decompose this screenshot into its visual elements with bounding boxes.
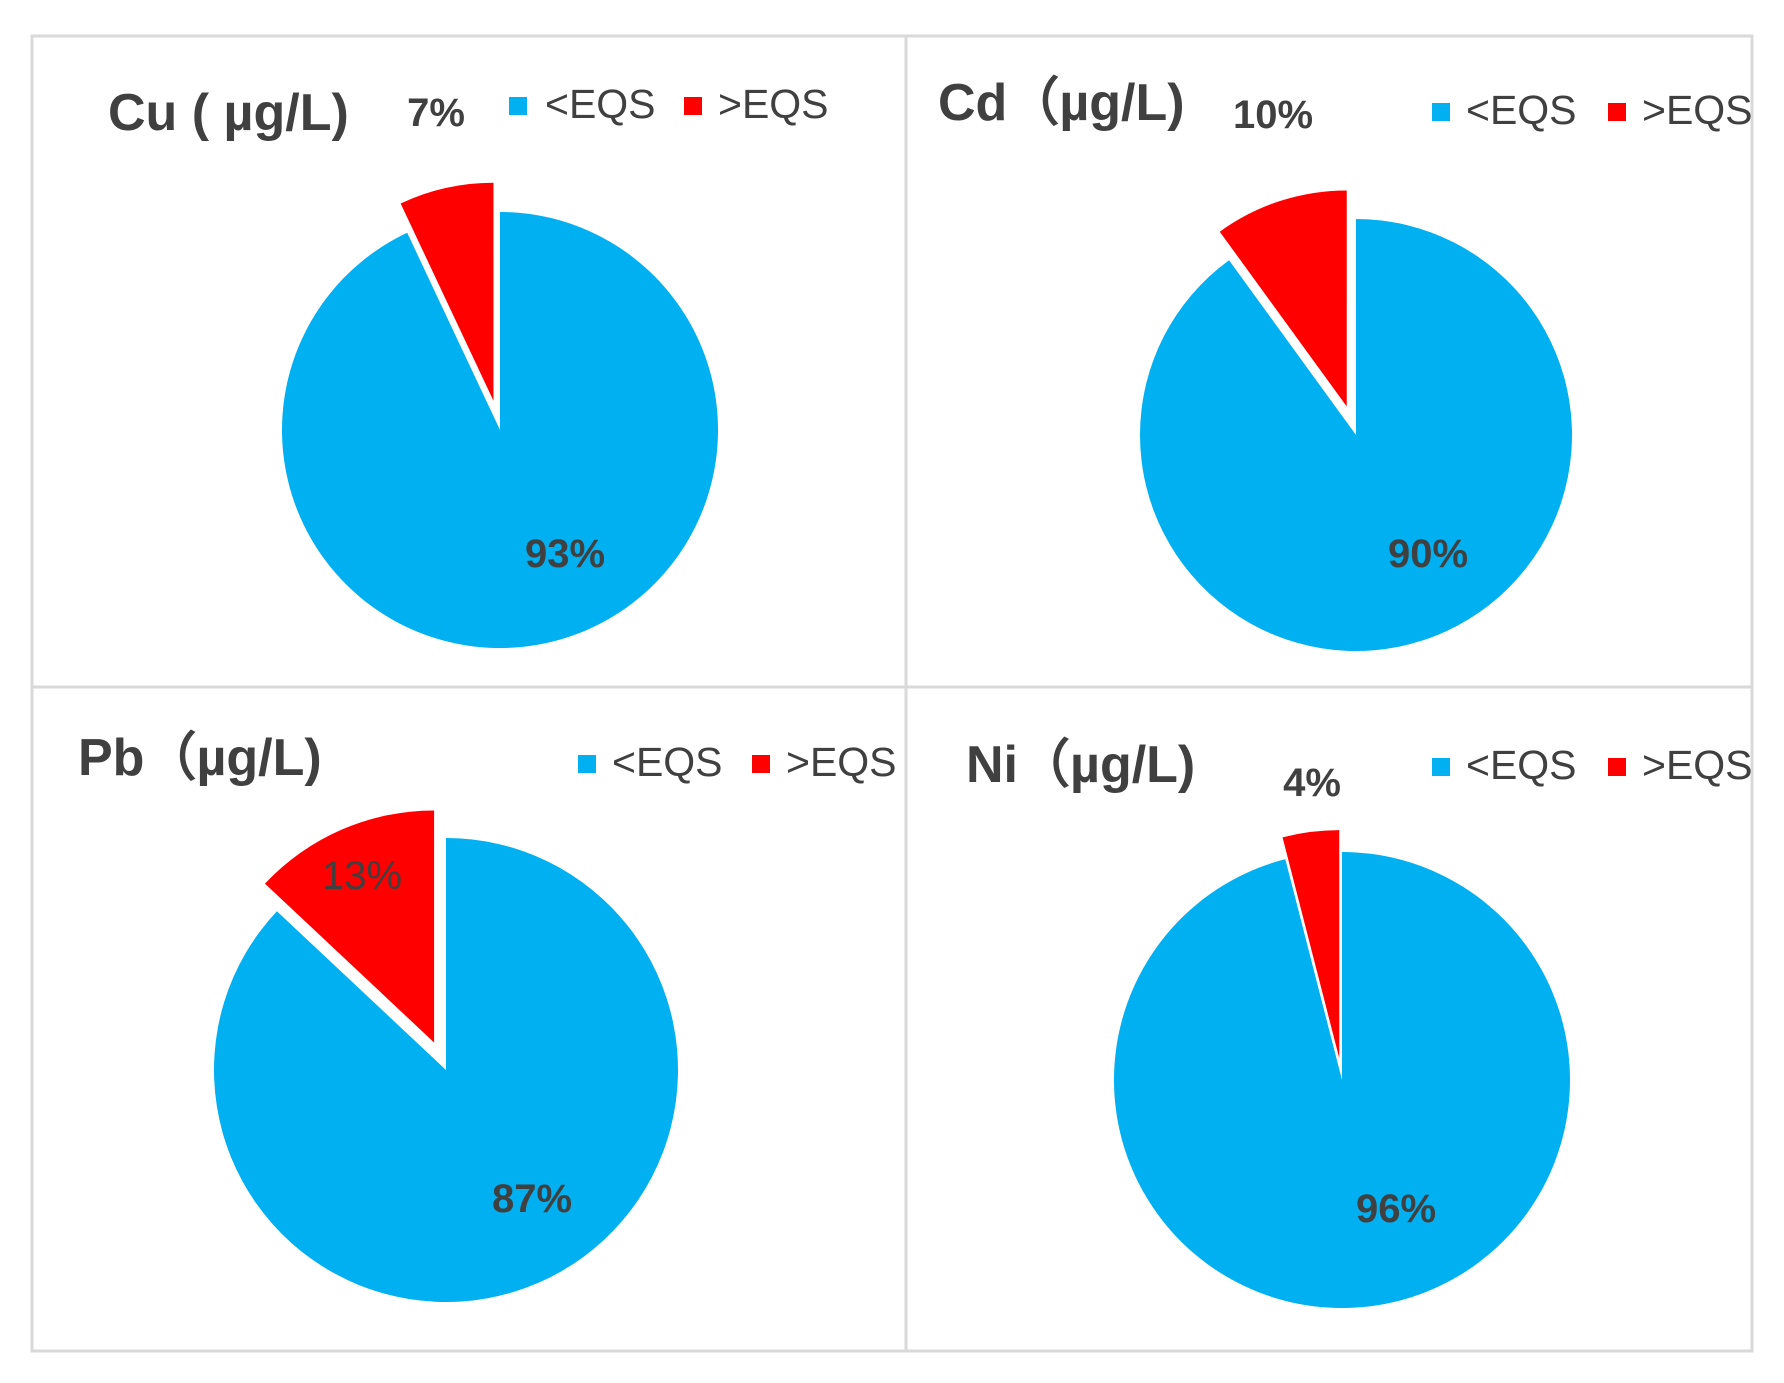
legend-label-above: >EQS — [1642, 87, 1753, 133]
legend: <EQS >EQS — [1432, 87, 1753, 133]
pie-slice-above — [1219, 190, 1347, 407]
chart-title: Ni（µg/L) — [966, 736, 1195, 794]
legend-label-below: <EQS — [1466, 87, 1577, 133]
pie-slice-below — [214, 838, 679, 1302]
slice-label-below: 93% — [525, 532, 605, 576]
chart-panel-cd: Cd（µg/L) <EQS >EQS 90% 10% — [904, 34, 1754, 689]
slice-label-above: 7% — [407, 91, 465, 135]
legend-swatch-below — [1432, 758, 1450, 776]
legend-swatch-above — [752, 755, 770, 773]
legend-label-below: <EQS — [545, 81, 656, 127]
chart-title: Pb（µg/L) — [78, 729, 322, 787]
slice-label-above: 4% — [1283, 761, 1341, 805]
chart-panel-ni: Ni（µg/L) <EQS >EQS 96% 4% — [904, 685, 1754, 1353]
legend-swatch-below — [1432, 103, 1450, 121]
legend-swatch-above — [1608, 103, 1626, 121]
legend-swatch-below — [578, 755, 596, 773]
pie-slice-below — [1139, 219, 1572, 651]
chart-title: Cd（µg/L) — [938, 74, 1185, 132]
slice-label-above: 10% — [1233, 93, 1313, 137]
panel-border — [904, 685, 1754, 1353]
legend-swatch-above — [1608, 758, 1626, 776]
legend: <EQS >EQS — [509, 81, 829, 127]
legend-label-below: <EQS — [612, 739, 723, 785]
legend-swatch-above — [684, 97, 702, 115]
chart-title: Cu ( µg/L) — [108, 84, 349, 142]
pie-slice-above — [400, 182, 494, 401]
pie-slice-below — [282, 212, 719, 648]
legend-label-below: <EQS — [1466, 742, 1577, 788]
chart-panel-cu: Cu ( µg/L) <EQS >EQS 93% 7% — [30, 34, 908, 689]
legend-swatch-below — [509, 97, 527, 115]
legend-label-above: >EQS — [786, 739, 897, 785]
chart-panel-pb: Pb（µg/L) <EQS >EQS 87% 13% — [30, 685, 908, 1353]
pie-slice-above — [1282, 830, 1340, 1059]
slice-label-below: 90% — [1388, 532, 1468, 576]
legend-label-above: >EQS — [718, 81, 829, 127]
legend: <EQS >EQS — [1432, 742, 1753, 788]
pie-slice-above — [264, 810, 435, 1043]
slice-label-below: 87% — [492, 1177, 572, 1221]
legend: <EQS >EQS — [578, 739, 897, 785]
pie-slice-below — [1113, 852, 1570, 1308]
legend-label-above: >EQS — [1642, 742, 1753, 788]
slice-label-below: 96% — [1356, 1187, 1436, 1231]
slice-label-above: 13% — [322, 854, 402, 898]
